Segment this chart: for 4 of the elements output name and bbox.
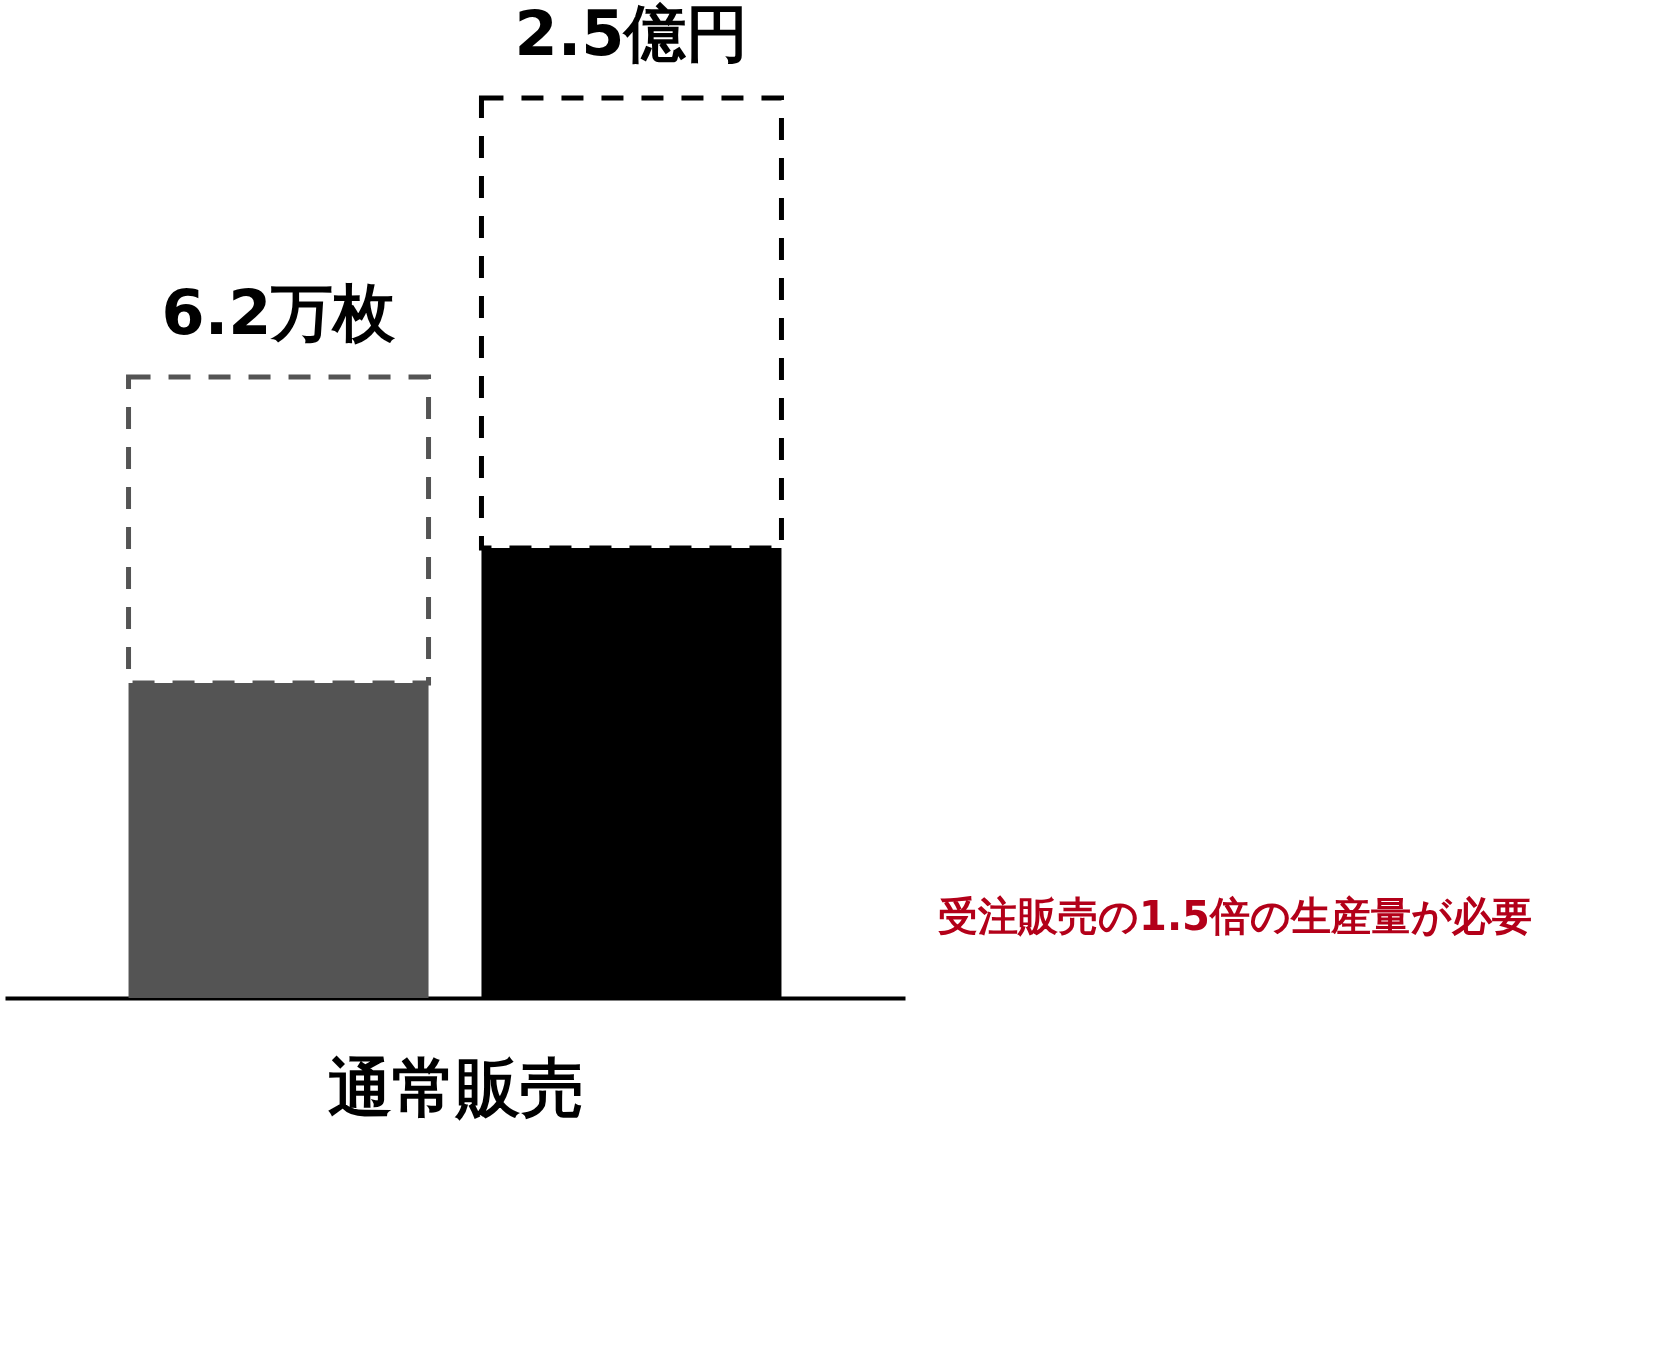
x-axis-title: 通常販売 [327, 1050, 584, 1125]
annotation: 2.5億円 [514, 0, 749, 70]
annotation: 6.2万枚 [161, 276, 397, 349]
text: 受注販売の1.5倍の生産量が必要 [938, 893, 1532, 939]
